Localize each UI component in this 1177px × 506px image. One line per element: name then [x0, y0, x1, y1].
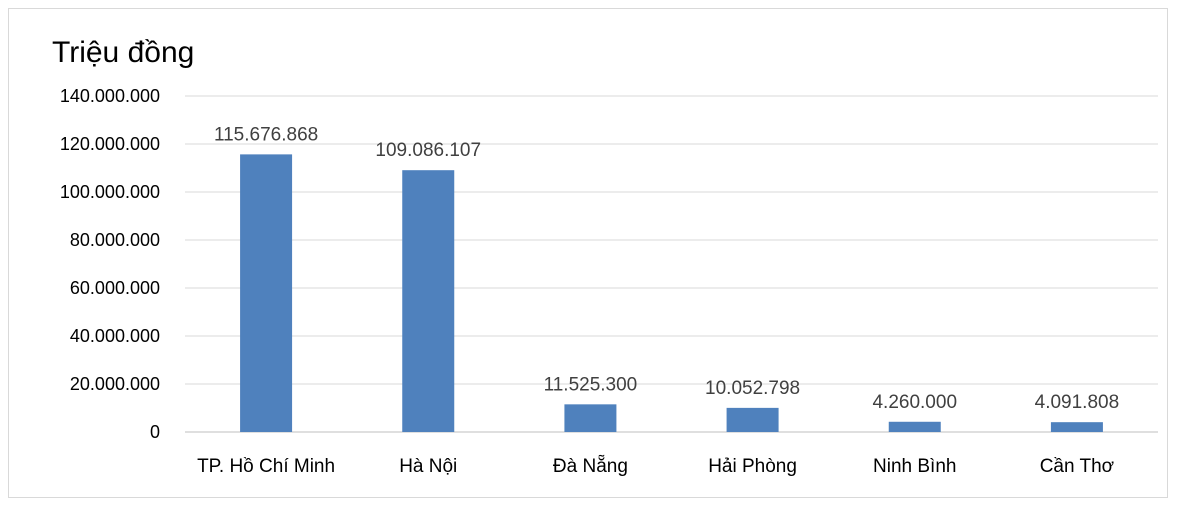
y-tick-label: 20.000.000	[70, 374, 160, 394]
x-tick-label: Ninh Bình	[873, 456, 956, 477]
bar	[726, 407, 779, 432]
y-tick-label: 140.000.000	[60, 86, 160, 106]
bar	[888, 421, 941, 432]
data-label: 4.260.000	[872, 392, 957, 413]
x-tick-label: Hà Nội	[399, 456, 457, 477]
y-tick-label: 120.000.000	[60, 134, 160, 154]
unit-label: Triệu đồng	[52, 36, 194, 69]
y-tick-label: 60.000.000	[70, 278, 160, 298]
data-label: 4.091.808	[1035, 392, 1120, 413]
data-label: 115.676.868	[214, 124, 318, 145]
bar	[402, 170, 455, 432]
y-tick-label: 0	[150, 422, 160, 442]
bar	[564, 404, 617, 432]
bar	[1050, 422, 1103, 432]
data-label: 10.052.798	[705, 378, 800, 399]
bars	[240, 154, 1103, 432]
x-tick-label: Đà Nẵng	[553, 456, 628, 477]
x-tick-label: Hải Phòng	[708, 456, 797, 477]
x-axis-labels: TP. Hồ Chí Minh Hà Nội Đà Nẵng Hải Phòng Nin…	[197, 456, 1114, 477]
bar	[240, 154, 293, 432]
data-label: 109.086.107	[375, 140, 481, 161]
y-axis-ticks: 0 20.000.000 40.000.000 60.000.000 80.000.00…	[60, 86, 160, 442]
gridlines	[185, 95, 1158, 433]
y-tick-label: 40.000.000	[70, 326, 160, 346]
x-tick-label: TP. Hồ Chí Minh	[197, 456, 335, 477]
y-tick-label: 100.000.000	[60, 182, 160, 202]
x-tick-label: Cần Thơ	[1040, 456, 1114, 477]
data-labels: 115.676.868 109.086.107 11.525.300 10.052.7…	[214, 124, 1119, 413]
y-tick-label: 80.000.000	[70, 230, 160, 250]
data-label: 11.525.300	[544, 374, 638, 395]
